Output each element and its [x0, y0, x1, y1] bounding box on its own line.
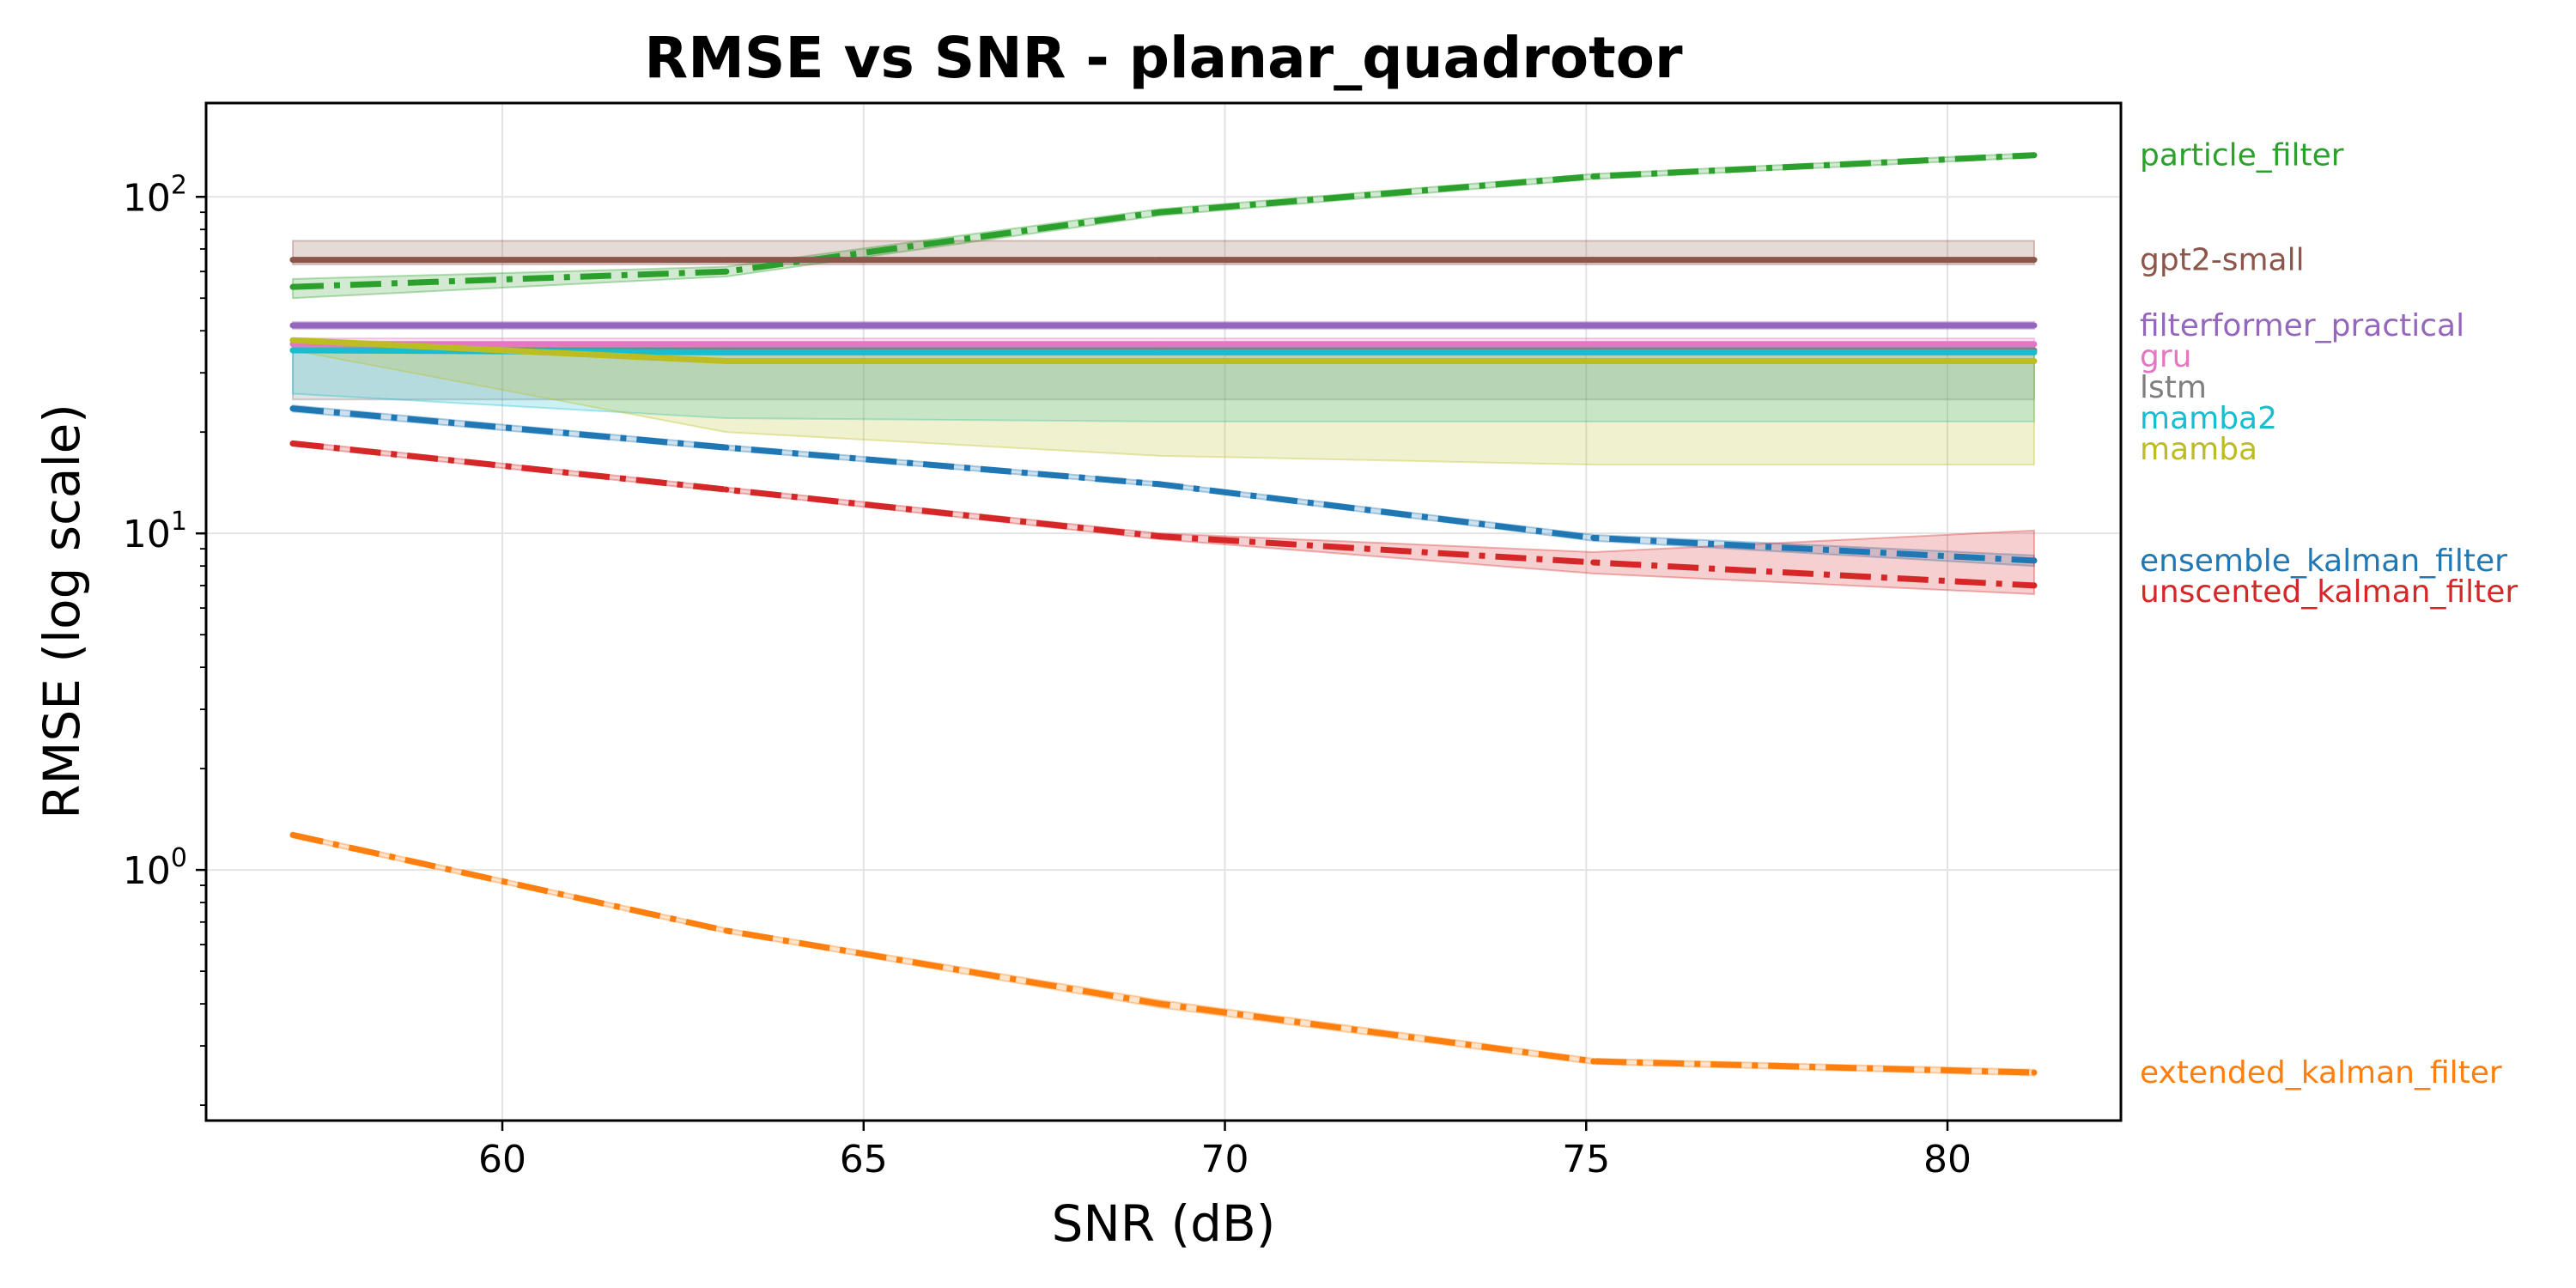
x-tick-label: 80 — [1923, 1138, 1971, 1182]
unscented-kalman-filter-point — [723, 486, 730, 493]
series-labels: particle_filter gpt2-small filterformer_pr… — [2140, 138, 2518, 1091]
extended-kalman-filter-point — [2031, 1069, 2038, 1076]
ensemble-kalman-filter-point — [723, 444, 730, 451]
mamba-point — [1590, 358, 1597, 365]
ensemble-kalman-filter-point — [289, 405, 296, 412]
filterformer-practical-point — [1590, 322, 1597, 329]
gru-point — [1590, 341, 1597, 348]
filterformer-practical-point — [1157, 322, 1163, 329]
ensemble-kalman-filter-point — [2031, 557, 2038, 564]
ensemble-kalman-filter-label: ensemble_kalman_filter — [2140, 544, 2507, 579]
unscented-kalman-filter-label: unscented_kalman_filter — [2140, 574, 2518, 610]
y-tick-label: 102 — [123, 170, 187, 220]
x-axis-label: SNR (dB) — [1052, 1194, 1276, 1253]
gpt2-small-point — [1157, 257, 1163, 264]
mamba-point — [723, 358, 730, 365]
y-axis-label: RMSE (log scale) — [33, 404, 91, 819]
grid-layer — [206, 103, 2121, 1121]
particle-filter-point — [1157, 209, 1163, 216]
mamba2-point — [2031, 349, 2038, 355]
lstm-label: lstm — [2140, 370, 2207, 405]
y-tick-label: 100 — [123, 843, 187, 893]
particle-filter-point — [289, 283, 296, 290]
gpt2-small-point — [2031, 257, 2038, 264]
particle-filter-point — [723, 268, 730, 275]
filterformer-practical-point — [723, 322, 730, 329]
gru-point — [2031, 341, 2038, 348]
mamba2-point — [723, 349, 730, 355]
x-tick-label: 60 — [478, 1138, 526, 1182]
series-lines — [289, 152, 2038, 1076]
chart-title: RMSE vs SNR - planar_quadrotor — [644, 25, 1683, 91]
unscented-kalman-filter-point — [289, 440, 296, 447]
gpt2-small-point — [723, 257, 730, 264]
extended-kalman-filter-point — [289, 831, 296, 838]
particle-filter-point — [1590, 173, 1597, 179]
extended-kalman-filter-point — [1590, 1058, 1597, 1065]
x-tick-label: 70 — [1201, 1138, 1249, 1182]
mamba2-label: mamba2 — [2140, 401, 2277, 436]
mamba-label: mamba — [2140, 432, 2257, 467]
gpt2-small-label: gpt2-small — [2140, 243, 2305, 278]
particle-filter-label: particle_filter — [2140, 138, 2344, 173]
unscented-kalman-filter-point — [1157, 533, 1163, 540]
ensemble-kalman-filter-point — [1157, 481, 1163, 488]
mamba-point — [1157, 358, 1163, 365]
y-tick-label: 101 — [123, 507, 187, 556]
gpt2-small-point — [289, 257, 296, 264]
mamba-point — [2031, 358, 2038, 365]
gru-point — [1157, 341, 1163, 348]
axis-ticks: 60 65 70 75 80 100 101 102 — [123, 170, 1971, 1182]
mamba-point — [289, 337, 296, 343]
extended-kalman-filter-point — [1157, 1000, 1163, 1007]
mamba2-point — [1590, 349, 1597, 355]
mamba2-point — [1157, 349, 1163, 355]
gru-label: gru — [2140, 339, 2191, 374]
filterformer-practical-label: filterformer_practical — [2140, 308, 2464, 343]
gpt2-small-point — [1590, 257, 1597, 264]
ensemble-kalman-filter-point — [1590, 534, 1597, 541]
filterformer-practical-point — [2031, 322, 2038, 329]
plot-frame — [204, 101, 2123, 1122]
x-tick-label: 75 — [1562, 1138, 1610, 1182]
x-tick-label: 65 — [840, 1138, 888, 1182]
gru-point — [723, 341, 730, 348]
extended-kalman-filter-point — [723, 927, 730, 934]
extended-kalman-filter-label: extended_kalman_filter — [2140, 1055, 2502, 1091]
filterformer-practical-point — [289, 322, 296, 329]
mamba2-point — [289, 347, 296, 354]
unscented-kalman-filter-point — [1590, 559, 1597, 566]
particle-filter-point — [2031, 152, 2038, 159]
unscented-kalman-filter-point — [2031, 582, 2038, 589]
